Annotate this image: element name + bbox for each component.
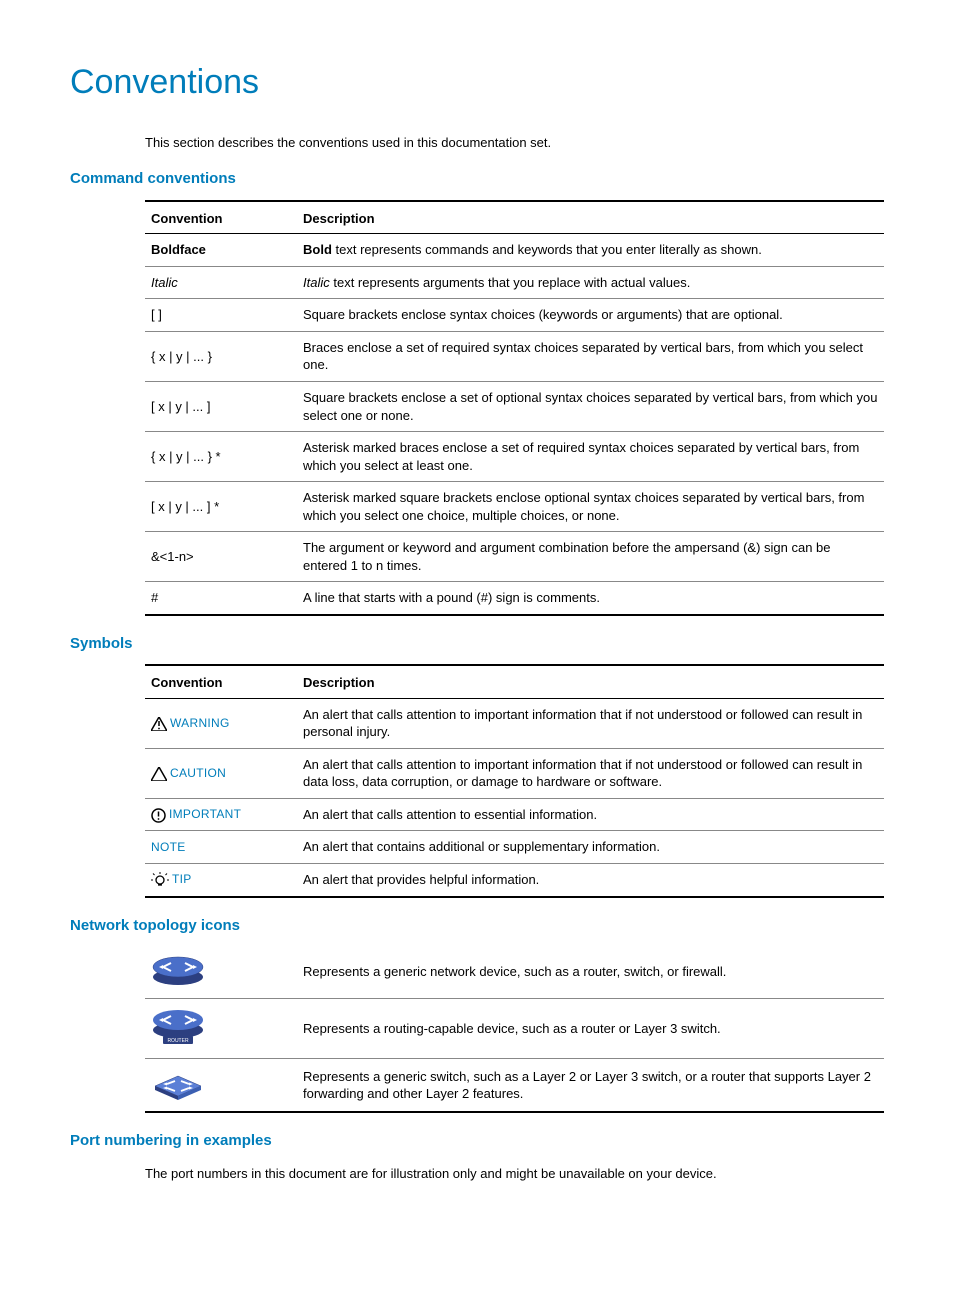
table-row: &<1-n> The argument or keyword and argum…	[145, 532, 884, 582]
desc-cell: An alert that calls attention to essenti…	[297, 798, 884, 831]
generic-device-icon	[151, 953, 205, 992]
table-row: # A line that starts with a pound (#) si…	[145, 582, 884, 615]
desc-cell: Italic text represents arguments that yo…	[297, 266, 884, 299]
port-numbering-text: The port numbers in this document are fo…	[145, 1165, 884, 1183]
conv-cell: [ x | y | ... ] *	[145, 482, 297, 532]
symbol-note: NOTE	[145, 831, 297, 864]
page-title: Conventions	[70, 60, 884, 106]
command-conventions-table: Convention Description Boldface Bold tex…	[145, 200, 884, 616]
table-row: NOTE An alert that contains additional o…	[145, 831, 884, 864]
router-device-icon: ROUTER	[151, 1006, 205, 1051]
symbols-heading: Symbols	[70, 634, 884, 654]
symbols-table: Convention Description WARNING An alert …	[145, 664, 884, 897]
table-row: WARNING An alert that calls attention to…	[145, 698, 884, 748]
conv-cell: [ x | y | ... ]	[145, 381, 297, 431]
important-icon	[151, 808, 166, 823]
col-header-description: Description	[297, 201, 884, 234]
icon-cell	[145, 946, 297, 999]
table-row: Represents a generic switch, such as a L…	[145, 1058, 884, 1112]
col-header-convention: Convention	[145, 201, 297, 234]
desc-cell: An alert that contains additional or sup…	[297, 831, 884, 864]
desc-cell: An alert that calls attention to importa…	[297, 748, 884, 798]
table-row: [ ] Square brackets enclose syntax choic…	[145, 299, 884, 332]
table-row: CAUTION An alert that calls attention to…	[145, 748, 884, 798]
port-numbering-heading: Port numbering in examples	[70, 1131, 884, 1151]
svg-text:ROUTER: ROUTER	[167, 1038, 189, 1044]
desc-cell: An alert that provides helpful informati…	[297, 863, 884, 896]
desc-cell: Represents a routing-capable device, suc…	[297, 999, 884, 1059]
desc-cell: Square brackets enclose syntax choices (…	[297, 299, 884, 332]
desc-cell: Asterisk marked square brackets enclose …	[297, 482, 884, 532]
table-row: [ x | y | ... ] Square brackets enclose …	[145, 381, 884, 431]
icon-cell: ROUTER	[145, 999, 297, 1059]
table-row: TIP An alert that provides helpful infor…	[145, 863, 884, 896]
conv-cell: #	[145, 582, 297, 615]
conv-cell: [ ]	[145, 299, 297, 332]
desc-cell: An alert that calls attention to importa…	[297, 698, 884, 748]
desc-cell: Represents a generic switch, such as a L…	[297, 1058, 884, 1112]
symbol-important: IMPORTANT	[145, 798, 297, 831]
desc-cell: Bold text represents commands and keywor…	[297, 234, 884, 267]
switch-device-icon	[151, 1066, 205, 1105]
warning-icon	[151, 717, 167, 731]
conv-cell: Boldface	[145, 234, 297, 267]
conv-cell: Italic	[145, 266, 297, 299]
desc-cell: Represents a generic network device, suc…	[297, 946, 884, 999]
topology-table: Represents a generic network device, suc…	[145, 946, 884, 1114]
symbol-warning: WARNING	[145, 698, 297, 748]
desc-cell: Braces enclose a set of required syntax …	[297, 331, 884, 381]
intro-text: This section describes the conventions u…	[145, 134, 884, 152]
symbol-caution: CAUTION	[145, 748, 297, 798]
caution-icon	[151, 767, 167, 781]
col-header-description: Description	[297, 665, 884, 698]
table-row: ROUTER Represents a routing-capable devi…	[145, 999, 884, 1059]
topology-heading: Network topology icons	[70, 916, 884, 936]
conv-cell: { x | y | ... }	[145, 331, 297, 381]
table-row: Boldface Bold text represents commands a…	[145, 234, 884, 267]
table-row: Italic Italic text represents arguments …	[145, 266, 884, 299]
col-header-convention: Convention	[145, 665, 297, 698]
table-row: [ x | y | ... ] * Asterisk marked square…	[145, 482, 884, 532]
symbol-tip: TIP	[145, 863, 297, 896]
conv-cell: &<1-n>	[145, 532, 297, 582]
desc-cell: A line that starts with a pound (#) sign…	[297, 582, 884, 615]
command-conventions-heading: Command conventions	[70, 169, 884, 189]
desc-cell: Square brackets enclose a set of optiona…	[297, 381, 884, 431]
table-row: IMPORTANT An alert that calls attention …	[145, 798, 884, 831]
icon-cell	[145, 1058, 297, 1112]
conv-cell: { x | y | ... } *	[145, 432, 297, 482]
table-row: { x | y | ... } * Asterisk marked braces…	[145, 432, 884, 482]
table-row: Represents a generic network device, suc…	[145, 946, 884, 999]
desc-cell: The argument or keyword and argument com…	[297, 532, 884, 582]
desc-cell: Asterisk marked braces enclose a set of …	[297, 432, 884, 482]
tip-icon	[151, 872, 169, 888]
table-row: { x | y | ... } Braces enclose a set of …	[145, 331, 884, 381]
